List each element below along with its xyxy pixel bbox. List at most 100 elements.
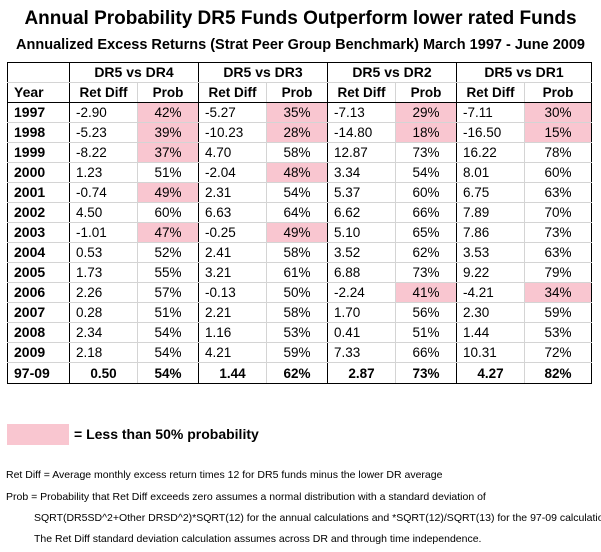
table-row: 2005 1.73 55% 3.21 61% 6.88 73% 9.22 79%	[7, 262, 592, 283]
prob-header: Prob	[524, 82, 592, 103]
column-header-row: Year Ret Diff Prob Ret Diff Prob Ret Dif…	[7, 82, 592, 103]
prob-cell: 66%	[395, 342, 457, 363]
ret-diff-cell: 1.73	[69, 262, 138, 283]
prob-cell: 58%	[266, 242, 328, 263]
prob-cell: 64%	[266, 202, 328, 223]
table-row: 2002 4.50 60% 6.63 64% 6.62 66% 7.89 70%	[7, 202, 592, 223]
prob-cell-low: 49%	[137, 182, 199, 203]
ret-diff-cell: 7.89	[456, 202, 525, 223]
note-ret-diff: Ret Diff = Average monthly excess return…	[6, 469, 443, 481]
ret-diff-cell: 7.33	[327, 342, 396, 363]
table-row: 2004 0.53 52% 2.41 58% 3.52 62% 3.53 63%	[7, 242, 592, 263]
summary-ret-diff-cell: 4.27	[456, 362, 525, 384]
prob-cell: 58%	[266, 302, 328, 323]
summary-prob-cell: 62%	[266, 362, 328, 384]
prob-cell: 70%	[524, 202, 592, 223]
prob-cell: 60%	[524, 162, 592, 183]
ret-diff-cell: 0.53	[69, 242, 138, 263]
ret-diff-header: Ret Diff	[456, 82, 525, 103]
prob-cell: 79%	[524, 262, 592, 283]
prob-cell: 60%	[395, 182, 457, 203]
ret-diff-cell: 1.16	[198, 322, 267, 343]
ret-diff-cell: -5.23	[69, 122, 138, 143]
table-row: 1998 -5.23 39% -10.23 28% -14.80 18% -16.50 15%	[7, 122, 592, 143]
prob-cell: 56%	[395, 302, 457, 323]
ret-diff-cell: -2.24	[327, 282, 396, 303]
ret-diff-cell: 1.70	[327, 302, 396, 323]
prob-cell: 78%	[524, 142, 592, 163]
ret-diff-cell: -1.01	[69, 222, 138, 243]
ret-diff-cell: 2.30	[456, 302, 525, 323]
prob-cell-low: 42%	[137, 102, 199, 123]
prob-cell-low: 15%	[524, 122, 592, 143]
ret-diff-cell: -14.80	[327, 122, 396, 143]
ret-diff-header: Ret Diff	[327, 82, 396, 103]
prob-cell: 54%	[395, 162, 457, 183]
corner-cell	[7, 62, 70, 83]
table-row: 2001 -0.74 49% 2.31 54% 5.37 60% 6.75 63%	[7, 182, 592, 203]
year-header: Year	[7, 82, 70, 103]
ret-diff-cell: -5.27	[198, 102, 267, 123]
ret-diff-cell: 7.86	[456, 222, 525, 243]
ret-diff-header: Ret Diff	[69, 82, 138, 103]
prob-cell: 50%	[266, 282, 328, 303]
prob-cell-low: 37%	[137, 142, 199, 163]
prob-cell-low: 41%	[395, 282, 457, 303]
prob-cell: 53%	[266, 322, 328, 343]
prob-cell-low: 47%	[137, 222, 199, 243]
probability-table: DR5 vs DR4 DR5 vs DR3 DR5 vs DR2 DR5 vs …	[7, 62, 592, 384]
year-cell: 2008	[7, 322, 70, 343]
summary-prob-cell: 54%	[137, 362, 199, 384]
ret-diff-cell: 5.10	[327, 222, 396, 243]
summary-year-cell: 97-09	[7, 362, 70, 384]
ret-diff-cell: -7.13	[327, 102, 396, 123]
ret-diff-cell: 2.41	[198, 242, 267, 263]
ret-diff-cell: 0.41	[327, 322, 396, 343]
prob-cell: 57%	[137, 282, 199, 303]
prob-cell: 59%	[524, 302, 592, 323]
prob-cell: 72%	[524, 342, 592, 363]
table-row: 2006 2.26 57% -0.13 50% -2.24 41% -4.21 34%	[7, 282, 592, 303]
group-header-dr4: DR5 vs DR4	[69, 62, 199, 83]
prob-cell: 62%	[395, 242, 457, 263]
prob-cell: 54%	[137, 322, 199, 343]
prob-cell-low: 18%	[395, 122, 457, 143]
prob-cell: 53%	[524, 322, 592, 343]
ret-diff-cell: 6.75	[456, 182, 525, 203]
prob-cell-low: 30%	[524, 102, 592, 123]
year-cell: 2007	[7, 302, 70, 323]
group-header-dr1: DR5 vs DR1	[456, 62, 592, 83]
prob-cell: 59%	[266, 342, 328, 363]
prob-cell-low: 35%	[266, 102, 328, 123]
year-cell: 2003	[7, 222, 70, 243]
prob-cell: 73%	[395, 262, 457, 283]
prob-cell: 51%	[395, 322, 457, 343]
summary-prob-cell: 73%	[395, 362, 457, 384]
prob-cell: 66%	[395, 202, 457, 223]
ret-diff-cell: -0.74	[69, 182, 138, 203]
year-cell: 2006	[7, 282, 70, 303]
prob-cell: 73%	[524, 222, 592, 243]
prob-cell: 54%	[137, 342, 199, 363]
ret-diff-cell: 6.88	[327, 262, 396, 283]
table-row: 2000 1.23 51% -2.04 48% 3.34 54% 8.01 60%	[7, 162, 592, 183]
ret-diff-cell: 4.50	[69, 202, 138, 223]
year-cell: 1999	[7, 142, 70, 163]
prob-cell: 58%	[266, 142, 328, 163]
summary-row: 97-09 0.50 54% 1.44 62% 2.87 73% 4.27 82%	[7, 362, 592, 384]
prob-header: Prob	[137, 82, 199, 103]
summary-ret-diff-cell: 1.44	[198, 362, 267, 384]
year-cell: 1998	[7, 122, 70, 143]
year-cell: 2001	[7, 182, 70, 203]
table-row: 2008 2.34 54% 1.16 53% 0.41 51% 1.44 53%	[7, 322, 592, 343]
ret-diff-cell: 2.31	[198, 182, 267, 203]
prob-cell-low: 48%	[266, 162, 328, 183]
ret-diff-cell: 4.70	[198, 142, 267, 163]
prob-cell-low: 28%	[266, 122, 328, 143]
ret-diff-cell: 3.34	[327, 162, 396, 183]
prob-cell: 73%	[395, 142, 457, 163]
ret-diff-cell: 2.34	[69, 322, 138, 343]
ret-diff-cell: -2.04	[198, 162, 267, 183]
page-title: Annual Probability DR5 Funds Outperform …	[24, 8, 577, 29]
prob-cell: 63%	[524, 242, 592, 263]
